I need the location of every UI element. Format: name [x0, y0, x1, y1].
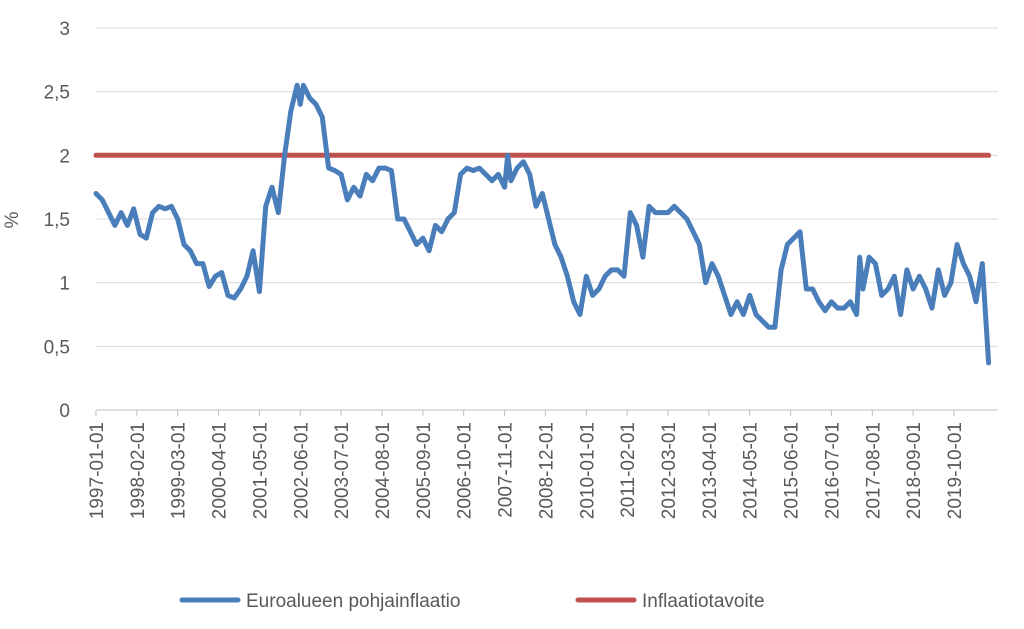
x-tick-label: 2015-06-01: [782, 422, 803, 519]
x-tick-label: 2012-03-01: [659, 422, 680, 519]
x-tick-label: 2018-09-01: [904, 422, 925, 519]
y-axis-ticks: 0 0,5 1 1,5 2 2,5 3: [44, 19, 70, 422]
x-tick-label: 2007-11-01: [496, 422, 517, 518]
legend: Euroalueen pohjainflaatio Inflaatiotavoit…: [179, 591, 765, 612]
y-tick-label: 1,5: [44, 210, 70, 231]
legend-entry: Inflaatiotavoite: [642, 591, 765, 612]
x-tick-label: 1999-03-01: [169, 422, 190, 519]
x-tick-label: 2002-06-01: [291, 422, 312, 519]
x-tick-label: 2010-01-01: [577, 422, 598, 519]
x-tick-label: 1998-02-01: [128, 422, 149, 519]
x-tick-label: 2005-09-01: [414, 422, 435, 519]
y-tick-label: 2,5: [44, 83, 70, 104]
legend-entry: Euroalueen pohjainflaatio: [246, 591, 460, 612]
x-tick-label: 2000-04-01: [210, 422, 231, 519]
y-tick-label: 0: [59, 401, 70, 422]
y-tick-label: 1: [59, 274, 70, 295]
y-axis-label: %: [2, 211, 23, 228]
x-axis: 1997-01-01 1998-02-01 1999-03-01 2000-04-01…: [87, 409, 998, 519]
x-tick-label: 2003-07-01: [332, 422, 353, 519]
x-tick-label: 2008-12-01: [536, 422, 557, 519]
x-tick-label: 2016-07-01: [822, 422, 843, 519]
y-tick-label: 2: [59, 146, 70, 167]
series-lines: [93, 82, 992, 366]
x-tick-label: 2014-05-01: [741, 422, 762, 519]
x-tick-label: 2006-10-01: [455, 422, 476, 519]
x-tick-label: 2011-02-01: [618, 422, 639, 518]
y-tick-label: 3: [59, 19, 70, 40]
x-tick-label: 2001-05-01: [250, 422, 271, 519]
x-tick-label: 1997-01-01: [87, 422, 108, 519]
x-tick-label: 2017-08-01: [863, 422, 884, 519]
y-tick-label: 0,5: [44, 337, 70, 358]
x-tick-label: 2004-08-01: [373, 422, 394, 519]
x-tick-label: 2019-10-01: [945, 422, 966, 519]
series-line-euroalueen-pohjainflaatio: [93, 82, 992, 366]
x-tick-label: 2013-04-01: [700, 422, 721, 519]
